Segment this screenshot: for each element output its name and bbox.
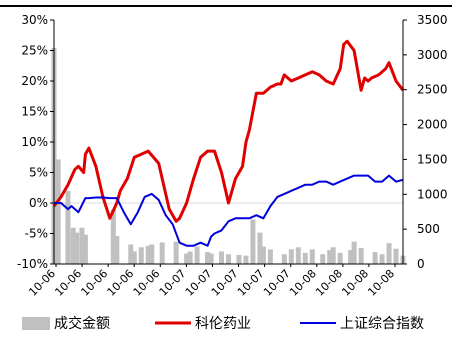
volume-bar (187, 251, 193, 264)
right-tick-label: 0 (417, 257, 425, 271)
right-tick-label: 3500 (417, 13, 448, 27)
volume-bar (257, 232, 263, 264)
volume-bar (281, 254, 287, 264)
x-tick-label: 10-06 (78, 267, 110, 299)
x-tick-label: 10-06 (131, 267, 163, 299)
left-tick-label: 15% (21, 105, 48, 119)
volume-bar (55, 159, 61, 264)
legend-item-kelun: 科伦药业 (155, 316, 251, 332)
volume-bar (358, 247, 364, 264)
left-tick-label: 30% (21, 13, 48, 27)
volume-bar (393, 248, 399, 264)
left-tick-label: -5% (25, 227, 48, 241)
right-tick-label: 2500 (417, 83, 448, 97)
volume-bar (131, 251, 137, 264)
left-tick-label: -10% (17, 257, 48, 271)
volume-bar (149, 244, 155, 264)
volume-bar (219, 251, 225, 264)
kelun-line (52, 39, 405, 223)
series-lines (52, 39, 405, 247)
legend-swatch (22, 317, 50, 330)
volume-bar (205, 252, 211, 264)
left-tick-label: 25% (21, 44, 48, 58)
right-tick-label: 3000 (417, 48, 448, 62)
volume-bar (184, 253, 190, 264)
left-axis-ticks: -10% -5% 0% 5% 10% 15% 20% 25% 30% (17, 13, 54, 271)
x-tick-label: 10-07 (209, 267, 241, 299)
volume-bar (386, 243, 392, 264)
right-tick-label: 1000 (417, 187, 448, 201)
volume-bar (226, 254, 231, 264)
volume-bar (309, 249, 315, 264)
volume-bar (79, 227, 85, 264)
volume-bar (267, 249, 273, 264)
volume-bar (320, 254, 326, 264)
volume-bar (260, 246, 266, 264)
volume-bar (173, 241, 179, 264)
x-tick-label: 10-07 (261, 267, 293, 299)
legend-item-sse: 上证综合指数 (300, 316, 424, 332)
volume-bar (138, 247, 144, 264)
volume-bar (208, 253, 214, 264)
x-tick-label: 10-07 (235, 267, 267, 299)
volume-bar (114, 236, 120, 264)
legend-label: 科伦药业 (195, 316, 251, 332)
legend: 成交金额 科伦药业 上证综合指数 (22, 315, 424, 332)
legend-item-volume: 成交金额 (22, 315, 110, 332)
legend-label: 成交金额 (54, 315, 110, 332)
volume-bar (82, 234, 88, 264)
left-tick-label: 5% (29, 166, 48, 180)
x-tick-label: 10-06 (52, 267, 84, 299)
volume-bar (159, 242, 165, 264)
volume-bar (70, 227, 76, 264)
volume-bar (110, 209, 116, 264)
volume-bar (145, 245, 151, 264)
left-tick-label: 10% (21, 135, 48, 149)
volume-bar (250, 219, 256, 264)
volume-bar (302, 252, 308, 264)
volume-bar (243, 255, 249, 264)
x-tick-label: 10-08 (365, 267, 397, 299)
x-tick-label: 10-06 (26, 267, 58, 299)
x-tick-label: 10-08 (339, 267, 371, 299)
volume-bar (348, 250, 354, 264)
right-tick-label: 1500 (417, 152, 448, 166)
axes (53, 20, 404, 265)
volume-bar (379, 254, 385, 264)
volume-bar (74, 232, 80, 264)
volume-bar (337, 252, 343, 264)
right-tick-label: 2000 (417, 118, 448, 132)
volume-bar (295, 247, 301, 264)
volume-bar (236, 254, 242, 264)
right-tick-label: 500 (417, 222, 440, 236)
volume-bar (327, 250, 333, 264)
right-axis-ticks: 0 500 1000 1500 2000 2500 3000 3500 (403, 13, 448, 271)
volume-bar (128, 244, 134, 264)
left-tick-label: 20% (21, 74, 48, 88)
volume-bar (288, 249, 294, 264)
x-axis-ticks: 10-0610-0610-0610-0610-0610-0710-0710-07… (26, 264, 397, 299)
legend-label: 上证综合指数 (340, 316, 424, 332)
left-tick-label: 0% (29, 196, 48, 210)
x-tick-label: 10-08 (287, 267, 319, 299)
x-tick-label: 10-07 (157, 267, 189, 299)
volume-bars (51, 47, 406, 265)
volume-bar (351, 241, 357, 264)
x-tick-label: 10-07 (183, 267, 215, 299)
volume-bar (65, 190, 71, 264)
x-tick-label: 10-06 (105, 267, 137, 299)
x-tick-label: 10-08 (313, 267, 345, 299)
sse-index-line (54, 174, 404, 247)
volume-bar (194, 246, 200, 264)
volume-bar (372, 252, 378, 264)
volume-bar (330, 247, 336, 264)
